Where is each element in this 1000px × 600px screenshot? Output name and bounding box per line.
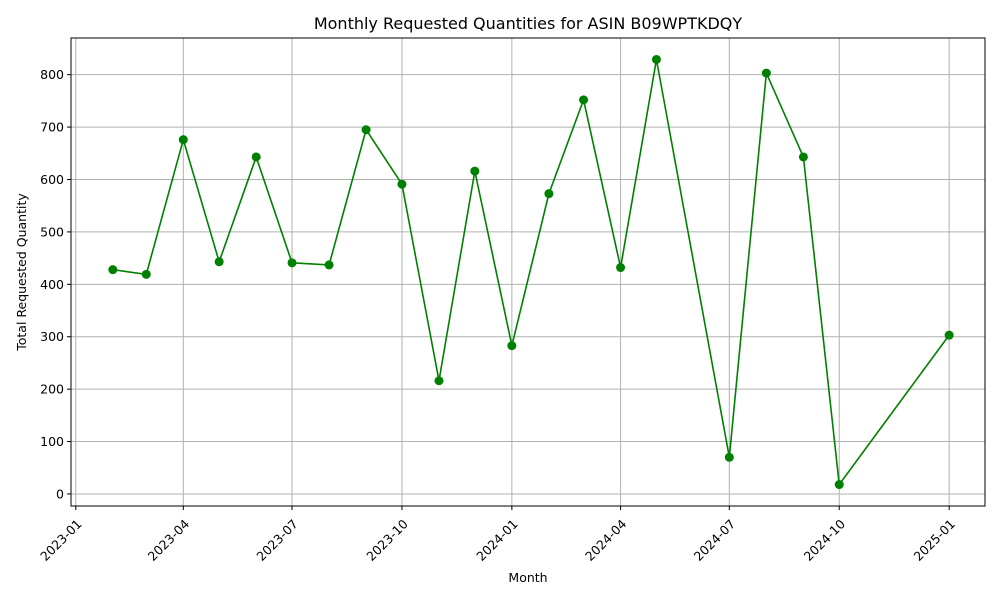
y-axis-label: Total Requested Quantity	[14, 193, 29, 352]
data-point	[544, 189, 554, 199]
x-axis-ticks: 2023-01 2023-04 2023-07 2023-10 2024-01 2024-…	[37, 506, 958, 564]
y-tick-label: 400	[40, 277, 64, 292]
data-point	[470, 166, 480, 176]
chart-title: Monthly Requested Quantities for ASIN B0…	[314, 14, 743, 33]
data-point	[397, 179, 407, 189]
series-line	[112, 59, 950, 487]
x-tick-label: 2025-01	[911, 516, 959, 564]
data-point	[251, 152, 261, 162]
data-point	[141, 269, 151, 279]
x-tick-label: 2024-07	[691, 516, 739, 564]
series-line-layer	[112, 59, 950, 487]
y-tick-label: 600	[40, 172, 64, 187]
data-point	[834, 480, 844, 490]
data-point	[651, 54, 661, 64]
y-tick-label: 500	[40, 224, 64, 239]
data-point	[798, 152, 808, 162]
x-tick-label: 2023-07	[253, 516, 301, 564]
y-tick-label: 100	[40, 434, 64, 449]
data-point	[214, 257, 224, 267]
y-axis-ticks: 0 100 200 300 400 500 600 700 800	[40, 67, 71, 501]
data-point	[579, 95, 589, 105]
x-tick-label: 2023-10	[363, 516, 411, 564]
x-tick-label: 2024-01	[473, 516, 521, 564]
data-points	[108, 54, 954, 490]
x-tick-label: 2023-01	[37, 516, 85, 564]
x-axis-label: Month	[508, 570, 547, 585]
data-point	[287, 258, 297, 268]
data-point	[761, 68, 771, 78]
grid	[71, 38, 985, 506]
data-point	[361, 125, 371, 135]
data-point	[507, 341, 517, 351]
y-tick-label: 200	[40, 382, 64, 397]
y-tick-label: 300	[40, 329, 64, 344]
x-tick-label: 2024-10	[801, 516, 849, 564]
y-tick-label: 800	[40, 67, 64, 82]
data-point	[108, 265, 118, 275]
y-tick-label: 700	[40, 120, 64, 135]
x-tick-label: 2023-04	[145, 516, 193, 564]
plot-area-frame	[70, 37, 986, 507]
y-tick-label: 0	[56, 486, 64, 501]
data-point	[724, 452, 734, 462]
data-point	[178, 135, 188, 145]
data-point	[616, 263, 626, 273]
data-point	[324, 260, 334, 270]
data-point	[944, 330, 954, 340]
x-tick-label: 2024-04	[582, 516, 630, 564]
data-point	[434, 376, 444, 386]
